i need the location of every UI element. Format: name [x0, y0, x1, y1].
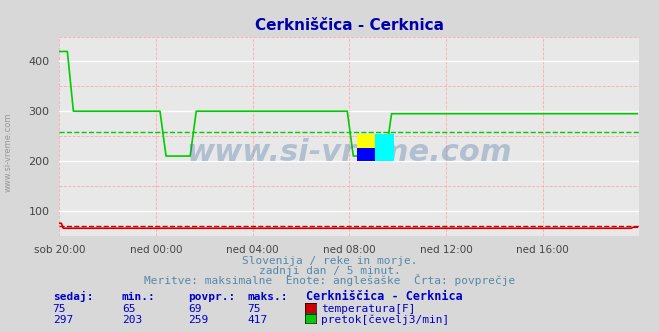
Text: zadnji dan / 5 minut.: zadnji dan / 5 minut. [258, 266, 401, 276]
Text: povpr.:: povpr.: [188, 292, 235, 302]
Text: 65: 65 [122, 304, 135, 314]
Title: Cerkniščica - Cerknica: Cerkniščica - Cerknica [255, 18, 444, 33]
Text: Cerkniščica - Cerknica: Cerkniščica - Cerknica [306, 290, 463, 303]
Text: 203: 203 [122, 315, 142, 325]
Text: sedaj:: sedaj: [53, 291, 93, 302]
Bar [376, 133, 393, 161]
Text: min.:: min.: [122, 292, 156, 302]
Text: www.si-vreme.com: www.si-vreme.com [3, 113, 13, 193]
Text: 259: 259 [188, 315, 208, 325]
Text: www.si-vreme.com: www.si-vreme.com [186, 137, 512, 167]
Text: Slovenija / reke in morje.: Slovenija / reke in morje. [242, 256, 417, 266]
Text: temperatura[F]: temperatura[F] [321, 304, 415, 314]
Text: 75: 75 [53, 304, 66, 314]
Text: Meritve: maksimalne  Enote: anglešaške  Črta: povprečje: Meritve: maksimalne Enote: anglešaške Čr… [144, 274, 515, 286]
Text: 69: 69 [188, 304, 201, 314]
Text: 75: 75 [247, 304, 260, 314]
Bar [357, 134, 376, 147]
Text: maks.:: maks.: [247, 292, 287, 302]
Bar [357, 147, 376, 161]
Text: 297: 297 [53, 315, 73, 325]
Text: 417: 417 [247, 315, 268, 325]
Text: pretok[čevelj3/min]: pretok[čevelj3/min] [321, 314, 449, 325]
